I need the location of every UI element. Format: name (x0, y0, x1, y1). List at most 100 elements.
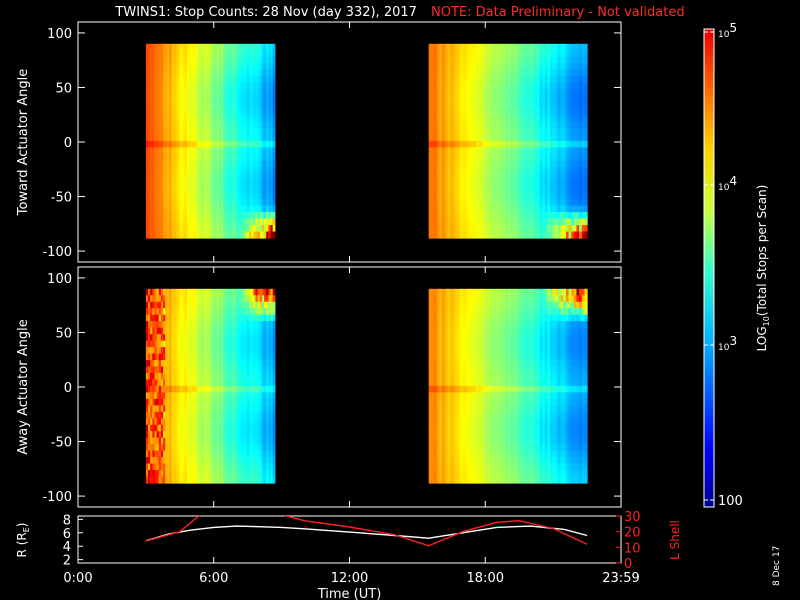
heatmap-cell (158, 392, 162, 400)
heatmap-cell (223, 379, 226, 387)
heatmap-cell (186, 334, 190, 342)
heatmap-cell (145, 463, 149, 471)
heatmap-cell (180, 327, 184, 335)
heatmap-cell (208, 160, 211, 168)
heatmap-cell (552, 186, 556, 194)
heatmap-cell (251, 102, 254, 110)
heatmap-cell (184, 205, 188, 213)
heatmap-cell (206, 115, 209, 123)
heatmap-cell (249, 76, 252, 84)
heatmap-cell (460, 173, 464, 181)
heatmap-cell (148, 288, 151, 296)
heatmap-cell (193, 457, 196, 465)
heatmap-cell (444, 95, 448, 103)
heatmap-cell (178, 166, 181, 174)
heatmap-cell (225, 444, 229, 452)
heatmap-cell (536, 218, 541, 226)
heatmap-cell (150, 347, 153, 355)
heatmap-cell (550, 134, 554, 142)
heatmap-cell (221, 321, 224, 329)
heatmap-cell (492, 199, 496, 207)
heatmap-cell (223, 457, 226, 465)
heatmap-cell (145, 212, 149, 220)
heatmap-cell (439, 89, 443, 97)
heatmap-cell (460, 69, 464, 77)
heatmap-cell (145, 457, 149, 465)
heatmap-cell (150, 372, 153, 381)
heatmap-cell (212, 398, 216, 406)
heatmap-cell (184, 108, 188, 116)
heatmap-cell (229, 205, 233, 213)
heatmap-cell (231, 360, 235, 368)
heatmap-cell (225, 56, 229, 64)
heatmap-cell (148, 166, 151, 174)
heatmap-cell (455, 95, 459, 103)
heatmap-cell (499, 147, 504, 155)
heatmap-cell (568, 63, 572, 71)
heatmap-cell (229, 444, 233, 452)
heatmap-cell (167, 360, 171, 368)
heatmap-cell (528, 63, 533, 71)
heatmap-cell (249, 43, 252, 51)
heatmap-cell (268, 192, 272, 200)
heatmap-cell (558, 212, 562, 220)
heatmap-cell (208, 301, 211, 309)
heatmap-cell (505, 160, 509, 168)
heatmap-cell (431, 56, 435, 64)
heatmap-cell (163, 308, 166, 316)
heatmap-cell (478, 115, 483, 123)
heatmap-cell (455, 225, 459, 233)
heatmap-cell (152, 470, 156, 478)
heatmap-cell (208, 405, 211, 413)
heatmap-cell (152, 411, 156, 419)
heatmap-cell (167, 166, 171, 174)
heatmap-cell (148, 115, 151, 123)
heatmap-cell (199, 115, 203, 123)
heatmap-cell (465, 186, 469, 194)
heatmap-cell (238, 108, 242, 116)
heatmap-cell (197, 166, 201, 174)
heatmap-cell (576, 231, 580, 239)
heatmap-cell (154, 347, 158, 355)
heatmap-cell (218, 321, 222, 329)
heatmap-cell (507, 82, 512, 90)
heatmap-cell (191, 76, 194, 84)
heatmap-cell (251, 205, 254, 213)
heatmap-cell (476, 89, 480, 97)
heatmap-cell (148, 424, 151, 432)
heatmap-cell (534, 127, 538, 136)
heatmap-cell (167, 347, 171, 355)
heatmap-cell (180, 89, 184, 97)
heatmap-cell (199, 314, 203, 322)
heatmap-cell (227, 457, 231, 465)
heatmap-cell (571, 121, 575, 129)
heatmap-cell (536, 121, 541, 129)
heatmap-cell (542, 179, 546, 187)
heatmap-cell (428, 166, 432, 174)
heatmap-cell (186, 69, 190, 77)
heatmap-cell (218, 82, 222, 90)
heatmap-cell (552, 134, 556, 142)
heatmap-cell (175, 127, 179, 136)
heatmap-cell (257, 186, 261, 194)
heatmap-cell (184, 301, 188, 309)
heatmap-cell (229, 50, 233, 58)
heatmap-cell (175, 301, 179, 309)
heatmap-cell (452, 199, 456, 207)
heatmap-cell (223, 295, 226, 303)
heatmap-cell (523, 231, 527, 239)
heatmap-cell (225, 102, 229, 110)
heatmap-cell (206, 50, 209, 58)
heatmap-cell (510, 82, 514, 90)
heatmap-cell (251, 127, 254, 136)
heatmap-cell (521, 76, 525, 84)
heatmap-cell (560, 199, 564, 207)
heatmap-cell (178, 225, 181, 233)
heatmap-cell (169, 360, 173, 368)
heatmap-cell (259, 160, 263, 168)
heatmap-cell (221, 372, 224, 381)
heatmap-cell (531, 115, 535, 123)
heatmap-cell (581, 212, 586, 220)
heatmap-cell (201, 392, 205, 400)
heatmap-cell (218, 56, 222, 64)
